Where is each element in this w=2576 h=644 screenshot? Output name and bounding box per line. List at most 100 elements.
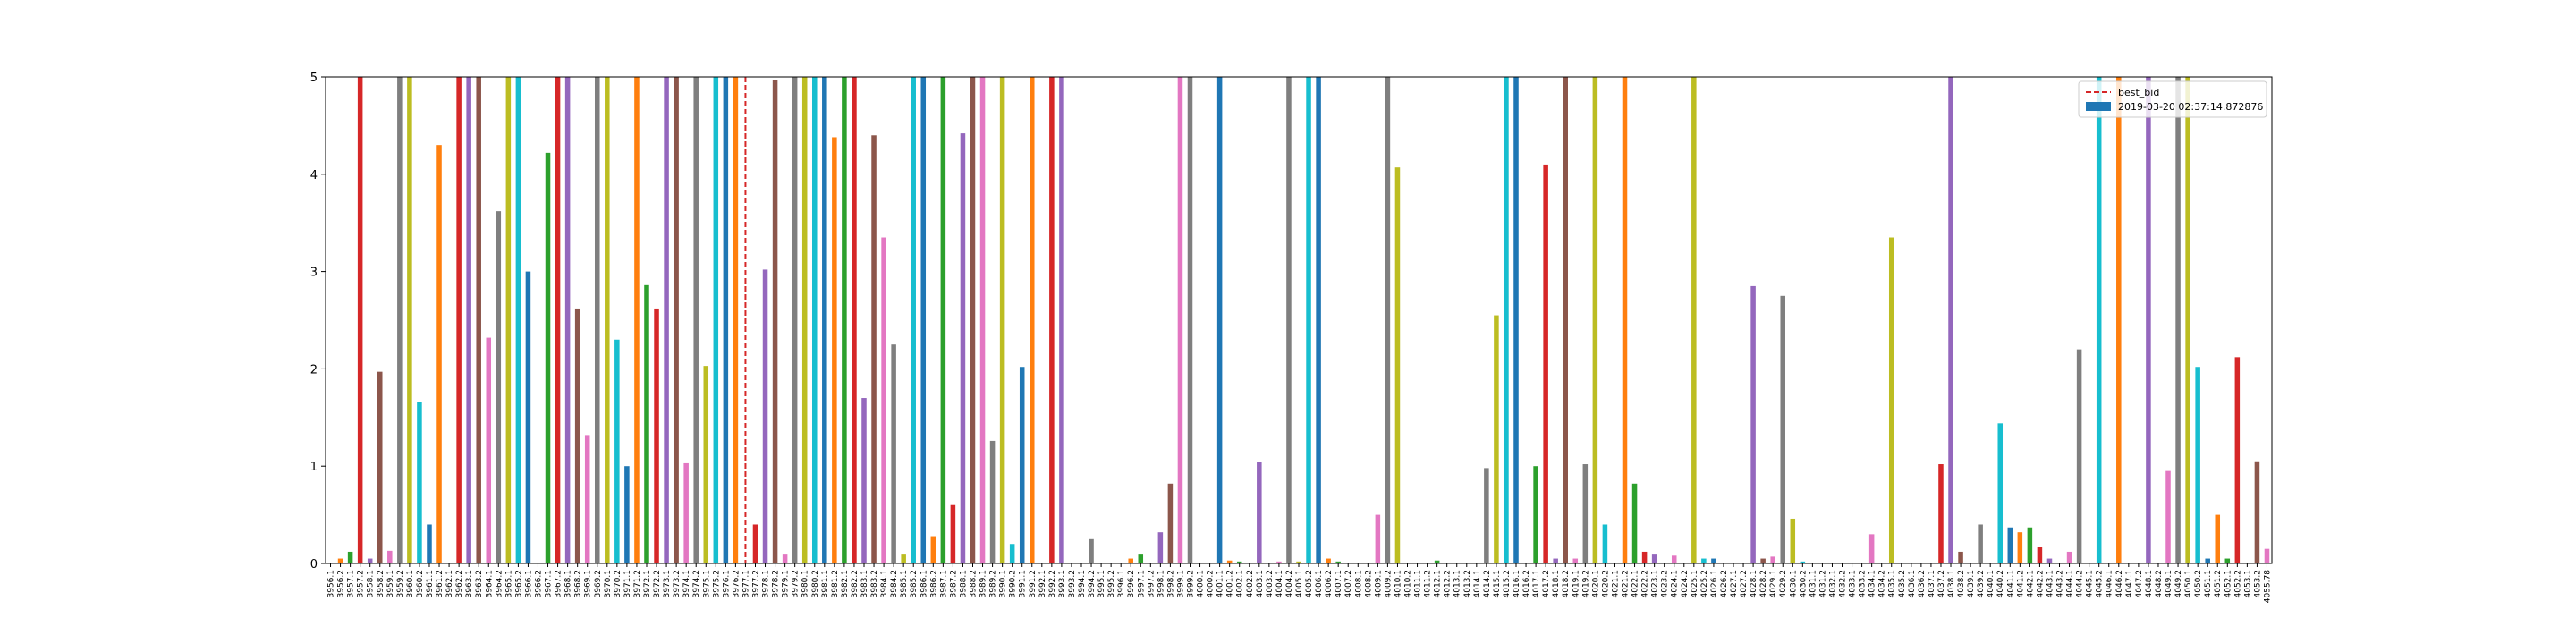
x-tick-label: 4004.2	[1285, 570, 1294, 598]
bar	[1750, 285, 1756, 564]
y-tick-label: 1	[310, 461, 318, 474]
bar	[852, 77, 857, 564]
x-tick-label: 4042.1	[2026, 570, 2035, 598]
x-tick-label: 4006.2	[1325, 570, 1334, 598]
x-tick-label: 3971.2	[633, 570, 642, 598]
x-tick-label: 4019.2	[1581, 570, 1590, 598]
x-tick-label: 3987.1	[939, 570, 948, 598]
bar	[1978, 524, 1983, 564]
x-tick-label: 3995.2	[1107, 570, 1116, 598]
x-tick-label: 4015.2	[1503, 570, 1512, 598]
x-tick-label: 3981.1	[821, 570, 830, 598]
bar	[1296, 561, 1301, 564]
x-tick-label: 3968.1	[564, 570, 573, 598]
bar	[2185, 77, 2190, 564]
bar	[1711, 558, 1716, 564]
bar	[1780, 295, 1785, 564]
x-tick-label: 4043.1	[2046, 570, 2055, 598]
x-tick-label: 3975.1	[702, 570, 711, 598]
bar	[397, 77, 402, 564]
x-tick-label: 3958.2	[377, 570, 386, 598]
x-tick-label: 4005.2	[1305, 570, 1314, 598]
bar	[723, 77, 729, 564]
bar	[2116, 77, 2122, 564]
x-tick-label: 4028.1	[1750, 570, 1758, 598]
x-tick-label: 4003.2	[1266, 570, 1275, 598]
x-tick-label: 3969.2	[594, 570, 603, 598]
x-tick-label: 4036.2	[1918, 570, 1927, 598]
bar	[2096, 77, 2102, 564]
x-tick-label: 4014.2	[1483, 570, 1492, 598]
bar	[1385, 77, 1391, 564]
x-tick-label: 4038.2	[1957, 570, 1966, 598]
x-tick-label: 4046.2	[2115, 570, 2124, 598]
x-tick-label: 3983.1	[860, 570, 869, 598]
bar	[1375, 514, 1381, 564]
bar	[1533, 466, 1538, 564]
x-tick-label: 4008.1	[1354, 570, 1363, 598]
bar	[1582, 464, 1589, 564]
x-tick-label: 4013.1	[1453, 570, 1462, 598]
bar	[407, 77, 412, 564]
x-tick-label: 3992.2	[1048, 570, 1057, 598]
bar	[644, 284, 649, 564]
x-tick-label: 3970.2	[614, 570, 623, 598]
x-tick-label: 4008.2	[1364, 570, 1373, 598]
bar	[436, 145, 442, 564]
bar	[1286, 77, 1292, 564]
bar	[1888, 237, 1894, 564]
x-tick-label: 4015.1	[1493, 570, 1502, 598]
bar	[1948, 77, 1953, 564]
bar	[683, 462, 689, 564]
x-tick-label: 3978.2	[772, 570, 781, 598]
x-tick-label: 4025.2	[1700, 570, 1709, 598]
bar	[1641, 551, 1648, 564]
bar	[1019, 367, 1025, 564]
x-tick-label: 3998.2	[1166, 570, 1175, 598]
x-tick-label: 4034.1	[1868, 570, 1877, 598]
x-tick-label: 4051.2	[2214, 570, 2223, 598]
bar	[347, 551, 353, 564]
x-tick-label: 3993.1	[1058, 570, 1067, 598]
bar	[1651, 554, 1657, 564]
x-tick-label: 3996.1	[1117, 570, 1126, 598]
bar	[1276, 561, 1282, 564]
x-tick-label: 4045.1	[2086, 570, 2095, 598]
x-tick-label: 3963.1	[465, 570, 474, 598]
x-tick-label: 3956.2	[337, 570, 346, 598]
x-tick-label: 4014.1	[1473, 570, 1482, 598]
x-tick-label: 4001.1	[1216, 570, 1225, 598]
bar	[2046, 558, 2053, 564]
y-tick-label: 3	[310, 267, 318, 280]
x-tick-label: 4031.2	[1818, 570, 1827, 598]
bar	[515, 77, 521, 564]
bar	[564, 77, 571, 564]
bar	[2215, 514, 2221, 564]
bar	[476, 77, 481, 564]
bar	[1049, 77, 1055, 564]
x-tick-label: 3997.2	[1147, 570, 1156, 598]
x-tick-label: 3988.2	[969, 570, 978, 598]
x-tick-label: 4046.1	[2106, 570, 2114, 598]
x-tick-label: 3994.1	[1078, 570, 1087, 598]
bar	[1553, 558, 1558, 564]
bar	[989, 440, 996, 564]
x-tick-label: 4016.2	[1522, 570, 1531, 598]
bar	[2017, 532, 2023, 564]
legend-box	[2078, 80, 2267, 118]
x-tick-label: 4013.2	[1463, 570, 1472, 598]
bar	[881, 237, 886, 564]
x-tick-label: 4000.2	[1207, 570, 1216, 598]
bar	[1504, 77, 1509, 564]
x-tick-label: 3966.2	[534, 570, 543, 598]
bar	[1543, 164, 1548, 564]
x-tick-label: 4001.2	[1226, 570, 1235, 598]
bar	[940, 77, 946, 564]
x-tick-label: 3986.1	[919, 570, 928, 598]
bar	[901, 554, 906, 564]
x-tick-label: 4040.1	[1987, 570, 1996, 598]
bar	[693, 77, 699, 564]
bar	[733, 77, 739, 564]
bar	[822, 77, 827, 564]
y-tick-label: 0	[310, 558, 318, 572]
